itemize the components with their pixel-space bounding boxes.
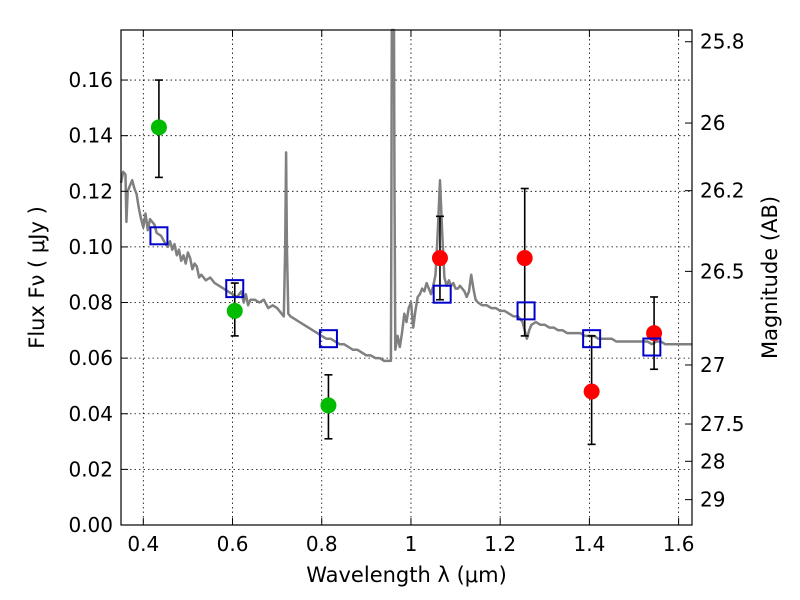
green-data-point — [150, 119, 167, 136]
y-tick-labels: 0.00 0.02 0.04 0.06 0.08 0.10 0.12 0.14 0.16 — [68, 68, 113, 537]
model-spectrum-line — [119, 28, 692, 363]
x-tick-labels: 0.4 0.6 0.8 1 1.2 1.4 1.6 — [127, 532, 694, 556]
y2-tick-label: 25.8 — [700, 30, 745, 54]
y-tick-label: 0.10 — [68, 235, 113, 259]
y-tick-label: 0.08 — [68, 291, 113, 315]
y2-tick-label: 27 — [700, 353, 725, 377]
y2-axis-label: Magnitude (AB) — [758, 196, 782, 359]
y2-tick-labels: 25.8 26 26.2 26.5 27 27.5 28 29 — [700, 30, 745, 512]
green-data-point — [320, 397, 337, 414]
model-square — [225, 279, 245, 299]
model-square — [432, 284, 452, 304]
red-data-point — [516, 250, 533, 267]
y-tick-label: 0.02 — [68, 457, 113, 481]
x-tick-label: 1.4 — [573, 532, 605, 556]
model-square — [516, 301, 536, 321]
y2-tick-label: 27.5 — [700, 412, 745, 436]
model-square — [582, 329, 602, 349]
y-tick-label: 0.16 — [68, 68, 113, 92]
plot-frame — [120, 29, 693, 526]
y-axis-label: Flux Fν ( μJy ) — [25, 206, 49, 349]
error-bars — [154, 79, 659, 446]
y2-tick-label: 26 — [700, 111, 725, 135]
x-tick-label: 1.6 — [663, 532, 695, 556]
red-data-point — [431, 250, 448, 267]
model-square — [149, 226, 169, 246]
y-tick-label: 0.06 — [68, 346, 113, 370]
red-data-point — [646, 325, 663, 342]
x-tick-label: 0.4 — [127, 532, 159, 556]
data-points — [149, 119, 663, 414]
axis-ticks — [121, 30, 692, 526]
x-tick-label: 1.2 — [484, 532, 516, 556]
x-axis-label: Wavelength λ (μm) — [306, 563, 507, 587]
y-tick-label: 0.04 — [68, 402, 113, 426]
y2-tick-label: 29 — [700, 488, 725, 512]
y2-tick-label: 26.2 — [700, 179, 745, 203]
grid-lines — [121, 30, 692, 525]
y2-tick-label: 26.5 — [700, 259, 745, 283]
model-square — [318, 329, 338, 349]
green-data-point — [226, 302, 243, 319]
model-spectrum-path — [119, 28, 692, 363]
x-tick-label: 0.8 — [306, 532, 338, 556]
red-data-point — [583, 383, 600, 400]
x-tick-label: 1 — [405, 532, 418, 556]
y-tick-label: 0.00 — [68, 513, 113, 537]
y2-tick-label: 28 — [700, 449, 725, 473]
x-tick-label: 0.6 — [217, 532, 249, 556]
y-tick-label: 0.14 — [68, 124, 113, 148]
model-square — [642, 337, 662, 357]
y-tick-label: 0.12 — [68, 179, 113, 203]
